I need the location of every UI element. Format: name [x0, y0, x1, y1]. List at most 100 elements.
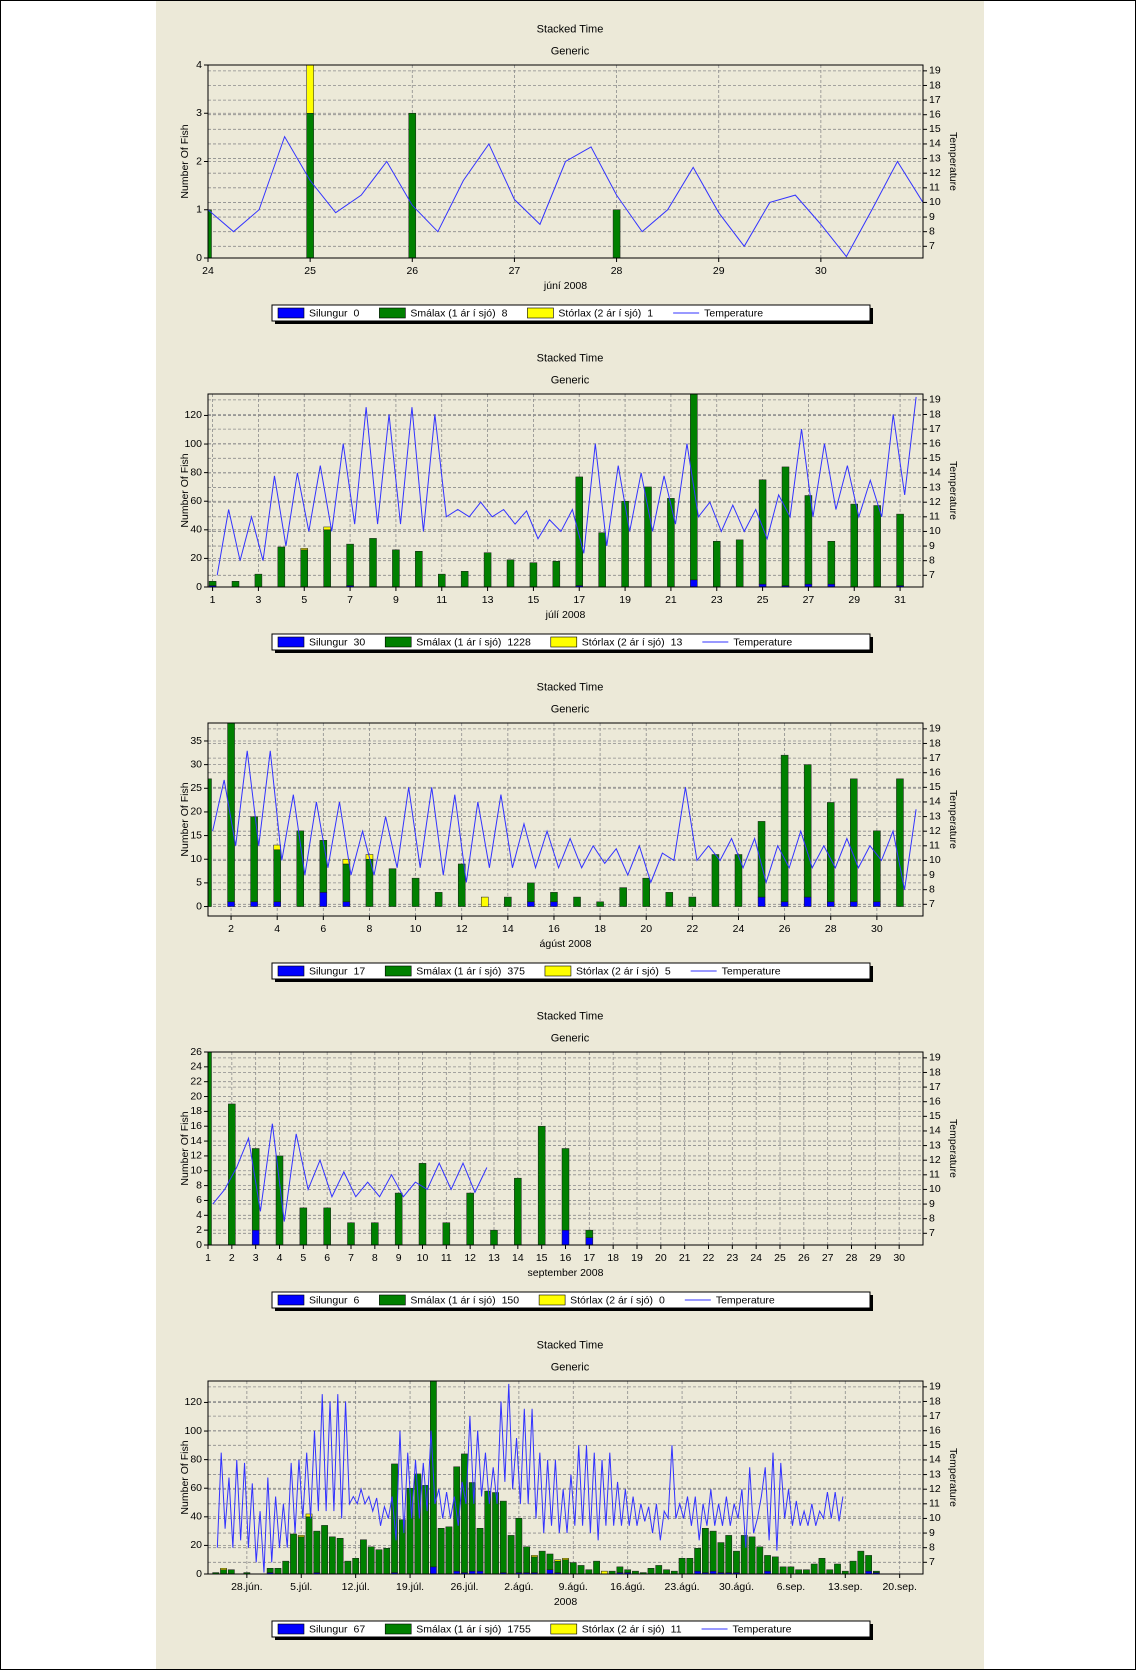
y2-tick-label: 15	[929, 1439, 941, 1451]
bar-segment	[457, 863, 466, 907]
bar-segment	[476, 1528, 484, 1572]
bar-segment	[850, 503, 858, 587]
bar-segment	[569, 1562, 577, 1574]
y-tick-label: 18	[190, 1105, 202, 1117]
y2-tick-label: 10	[929, 1183, 941, 1195]
bar-segment	[273, 849, 281, 903]
bar-segment	[598, 532, 606, 587]
bar-segment	[873, 1570, 880, 1573]
bar-segment	[336, 1538, 344, 1574]
x-tick-label: 16.ágú.	[610, 1581, 645, 1593]
bar-segment	[849, 1560, 857, 1574]
legend-label: Stórlax (2 ár í sjó)	[570, 1294, 653, 1306]
x-tick-label: 1	[205, 1252, 211, 1264]
bar-segment	[702, 1528, 709, 1573]
y-tick-label: 0	[196, 1568, 202, 1580]
x-tick-label: 24	[750, 1252, 762, 1264]
legend-label: Temperature	[733, 1623, 792, 1635]
y-tick-label: 120	[184, 1396, 202, 1408]
y2-tick-label: 15	[929, 123, 941, 135]
bar-segment	[515, 1517, 523, 1573]
y-tick-label: 0	[196, 900, 202, 912]
bar-segment	[585, 1569, 593, 1574]
bar-segment	[398, 1519, 406, 1574]
bar-segment	[647, 1568, 655, 1574]
bar-segment	[554, 1559, 562, 1562]
legend-total: 0	[354, 307, 360, 319]
legend-swatch	[384, 965, 412, 977]
y2-tick-label: 10	[929, 1512, 941, 1524]
y-axis-label: Number Of Fish	[179, 124, 191, 198]
x-tick-label: 3	[255, 594, 261, 606]
bar-segment	[550, 901, 558, 907]
x-tick-label: 23	[711, 594, 723, 606]
x-tick-label: 9	[393, 594, 399, 606]
bar-segment	[305, 1516, 313, 1574]
bar-segment	[818, 1558, 826, 1574]
x-tick-label: 6	[324, 1252, 330, 1264]
x-tick-label: 4	[274, 923, 280, 935]
bar-segment	[273, 901, 281, 907]
bar-segment	[834, 1563, 841, 1574]
y2-tick-label: 9	[929, 1527, 935, 1539]
bar-segment	[678, 1558, 686, 1574]
y2-tick-label: 15	[929, 452, 941, 464]
legend-label: Smálax (1 ár í sjó)	[416, 636, 501, 648]
x-tick-label: 29	[869, 1252, 881, 1264]
temperature-line	[212, 1123, 488, 1222]
y-tick-label: 6	[196, 1194, 202, 1206]
bar-segment	[538, 1550, 546, 1574]
y2-tick-label: 18	[929, 1066, 941, 1078]
chart-subtitle: Generic	[551, 703, 590, 715]
x-tick-label: 22	[687, 923, 699, 935]
bar-segment	[527, 901, 535, 907]
x-tick-label: 6	[320, 923, 326, 935]
legend-label: Stórlax (2 ár í sjó)	[576, 965, 659, 977]
y-tick-label: 26	[190, 1046, 202, 1058]
bar-segment	[810, 1563, 818, 1574]
y2-tick-label: 18	[929, 1395, 941, 1407]
bar-segment	[490, 1229, 498, 1245]
x-tick-label: 7	[348, 1252, 354, 1264]
chart-title: Stacked Time	[537, 1010, 604, 1022]
y2-tick-label: 18	[929, 408, 941, 420]
bar-segment	[277, 546, 286, 587]
x-axis-label: júní 2008	[543, 280, 587, 292]
bar-segment	[601, 1570, 608, 1574]
y2-tick-label: 8	[929, 883, 935, 895]
y2-tick-label: 17	[929, 94, 941, 106]
y-axis-label: Number Of Fish	[179, 782, 191, 856]
temperature-line	[216, 396, 917, 576]
y-tick-label: 5	[196, 877, 202, 889]
y2-tick-label: 13	[929, 1468, 941, 1480]
bar-segment	[208, 209, 212, 258]
chart: Stacked TimeGeneric789101112131415161718…	[179, 352, 959, 653]
plot-content	[208, 394, 917, 587]
bar-segment	[313, 1530, 321, 1573]
bar-segment	[873, 830, 881, 903]
legend-label: Smálax (1 ár í sjó)	[410, 307, 495, 319]
legend-swatch	[538, 1294, 566, 1306]
y-tick-label: 20	[190, 1539, 202, 1551]
chart-title: Stacked Time	[537, 23, 604, 35]
legend-label: Smálax (1 ár í sjó)	[416, 1623, 501, 1635]
y-axis-label: Number Of Fish	[179, 1440, 191, 1514]
legend-swatch	[550, 636, 578, 648]
y-tick-label: 10	[190, 853, 202, 865]
bar-segment	[319, 892, 328, 907]
bar-segment	[655, 1565, 663, 1574]
y2-tick-label: 19	[929, 1052, 941, 1064]
y2-tick-label: 7	[929, 898, 935, 910]
x-tick-label: 27	[803, 594, 815, 606]
x-tick-label: 7	[347, 594, 353, 606]
bar-segment	[504, 896, 512, 907]
x-tick-label: 19	[631, 1252, 643, 1264]
x-tick-label: 30	[893, 1252, 905, 1264]
x-tick-label: 9.ágú.	[559, 1581, 588, 1593]
legend-total: 8	[502, 307, 508, 319]
bar-segment	[552, 561, 561, 587]
bar-segment	[665, 892, 674, 907]
x-tick-label: 3	[253, 1252, 259, 1264]
bar-segment	[644, 486, 652, 587]
